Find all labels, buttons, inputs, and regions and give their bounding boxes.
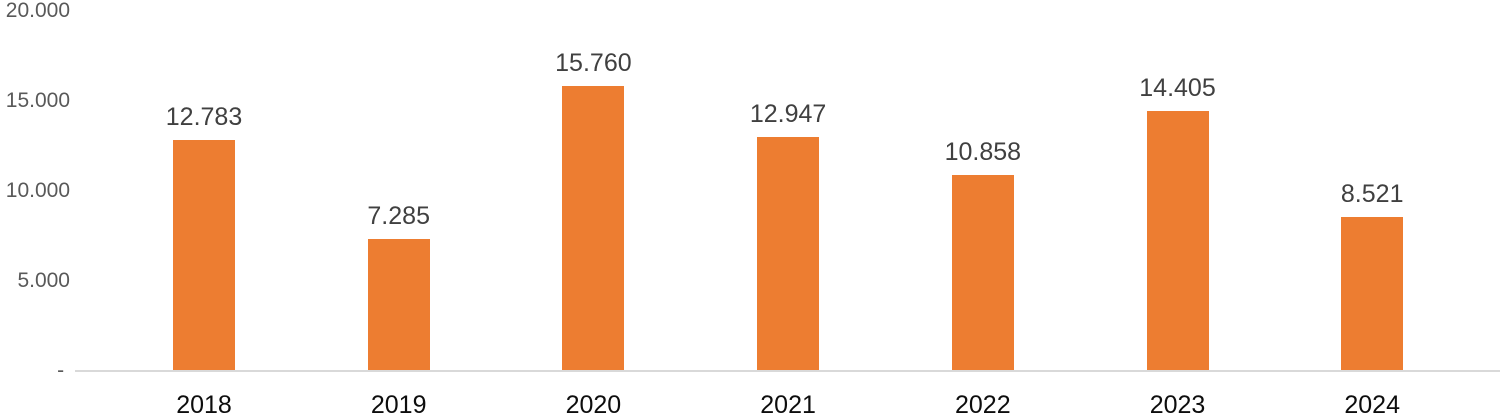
bar-2019 — [367, 239, 430, 370]
x-axis-tick-label: 2021 — [760, 391, 816, 419]
bar-value-label: 8.521 — [1340, 180, 1404, 208]
x-axis-tick-label: 2022 — [954, 391, 1011, 419]
bar-2023 — [1146, 111, 1209, 370]
bar-value-label: 14.405 — [1139, 74, 1216, 102]
bar-2024 — [1341, 217, 1404, 370]
bar-2021 — [757, 137, 820, 370]
bar-value-label: 15.760 — [555, 49, 632, 77]
bar-value-label: 10.858 — [944, 138, 1022, 166]
bar-2020 — [562, 86, 625, 370]
y-axis-tick-label: 20.000 — [5, 0, 70, 22]
x-axis-tick-label: 2018 — [176, 391, 232, 419]
x-axis-tick-label: 2024 — [1344, 391, 1400, 419]
bar-value-label: 12.783 — [165, 103, 243, 131]
bar-2022 — [951, 175, 1014, 370]
x-axis-tick-label: 2023 — [1149, 391, 1206, 419]
y-axis-tick-label: 5.000 — [17, 269, 70, 292]
y-axis-tick-label: 15.000 — [5, 89, 70, 112]
x-axis-tick-label: 2020 — [565, 391, 622, 419]
x-axis-line — [75, 370, 1500, 372]
x-axis-tick-label: 2019 — [370, 391, 427, 419]
bar-value-label: 12.947 — [749, 100, 827, 128]
y-axis-tick-label: - — [51, 359, 70, 382]
y-axis-tick-label: 10.000 — [5, 179, 70, 202]
bar-2018 — [173, 140, 235, 370]
bar-value-label: 7.285 — [367, 202, 430, 230]
